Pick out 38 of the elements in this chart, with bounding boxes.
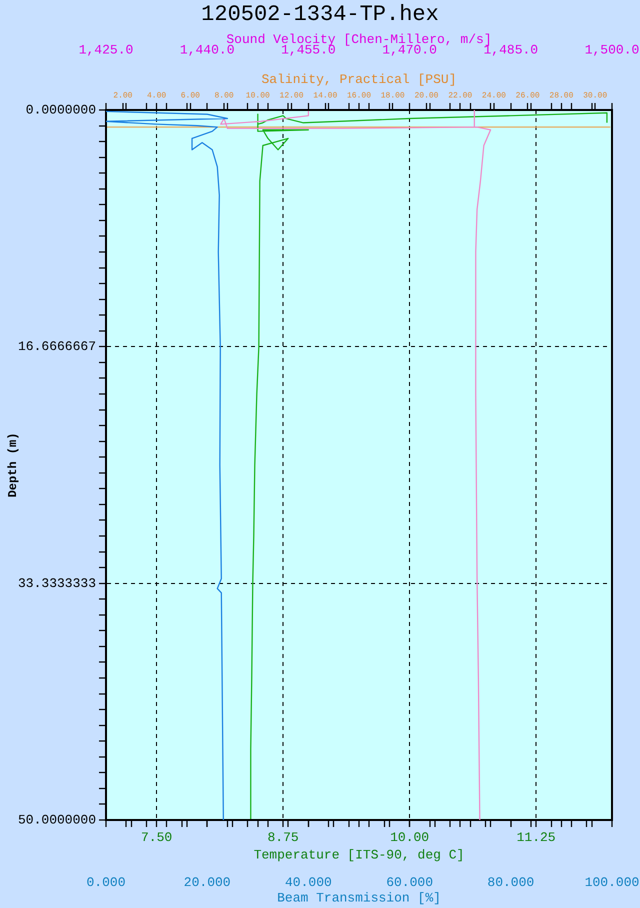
x2-tick-label: 2.00 — [113, 91, 133, 100]
chart-title: 120502-1334-TP.hex — [200, 2, 440, 27]
x2-tick-label: 6.00 — [180, 91, 200, 100]
x-tick-label: 20.000 — [184, 875, 231, 890]
x2-tick-label: 14.00 — [313, 91, 338, 100]
x2-tick-label: 1,485.0 — [483, 42, 538, 58]
x2-tick-label: 8.00 — [214, 91, 234, 100]
x2-tick-label: 20.00 — [414, 91, 439, 100]
x2-tick-label: 1,470.0 — [382, 42, 437, 58]
x-tick-label: 8.75 — [267, 830, 299, 846]
y-tick-label: 33.3333333 — [18, 576, 96, 591]
x2-tick-label: 24.00 — [482, 91, 506, 100]
x2-tick-label: 30.00 — [583, 91, 608, 100]
x2-tick-label: 12.00 — [280, 91, 304, 100]
x-axis-title: Beam Transmission [%] — [277, 890, 441, 906]
x2-tick-label: 22.00 — [448, 91, 472, 100]
y-tick-label: 16.6666667 — [18, 339, 96, 354]
y-tick-label: 50.0000000 — [18, 812, 96, 828]
x-tick-label: 0.000 — [86, 875, 126, 890]
x2-tick-label: 26.00 — [516, 91, 540, 100]
y-axis-title: Depth (m) — [6, 432, 20, 498]
x-axis-title: Temperature [ITS-90, deg C] — [254, 848, 464, 863]
x2-axis-title: Salinity, Practical [PSU] — [261, 72, 457, 88]
x-tick-label: 60.000 — [386, 875, 434, 890]
x-tick-label: 10.00 — [390, 830, 430, 846]
x2-tick-label: 28.00 — [549, 91, 574, 100]
x2-tick-label: 1,500.0 — [584, 42, 640, 58]
x2-tick-label: 18.00 — [380, 91, 405, 100]
x2-tick-label: 1,425.0 — [78, 42, 134, 58]
x-tick-label: 7.50 — [140, 830, 172, 846]
x-tick-label: 11.25 — [516, 830, 556, 846]
x-tick-label: 40.000 — [284, 875, 332, 890]
x-tick-label: 80.000 — [487, 875, 534, 890]
x2-tick-label: 4.00 — [147, 91, 166, 100]
x2-tick-label: 10.00 — [246, 91, 270, 100]
y-tick-label: 0.0000000 — [26, 102, 96, 118]
x-tick-label: 100.000 — [584, 875, 640, 890]
x2-tick-label: 16.00 — [346, 91, 372, 100]
